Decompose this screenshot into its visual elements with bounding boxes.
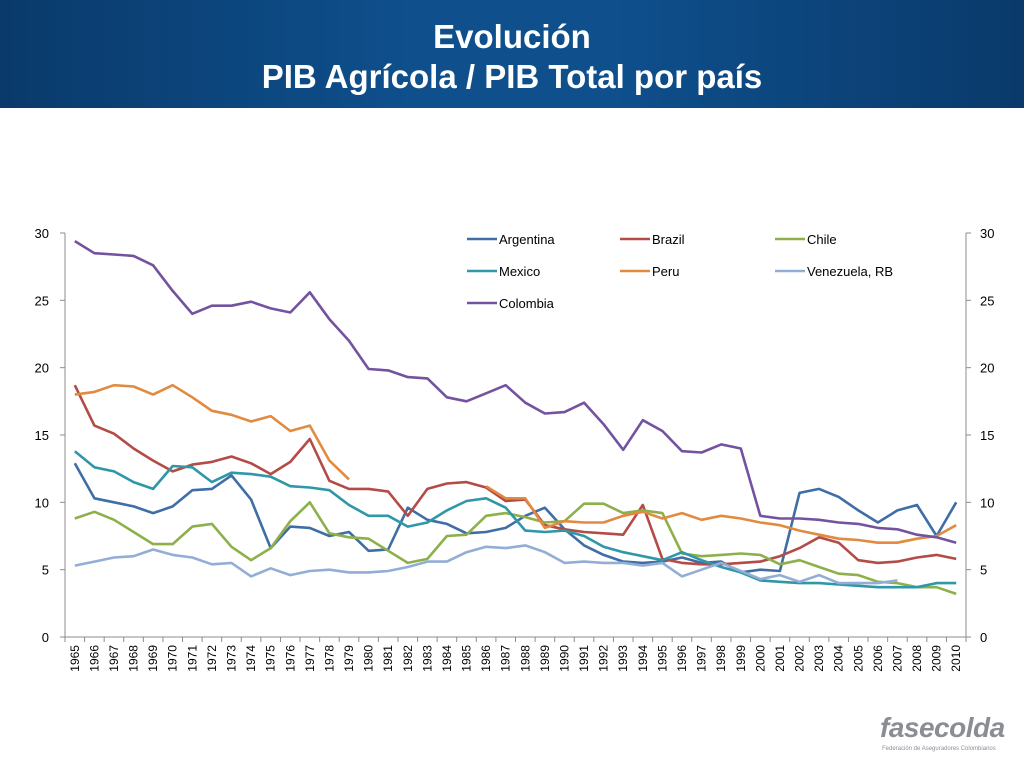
x-tick-label: 1976 bbox=[283, 645, 297, 672]
x-tick-label: 1983 bbox=[420, 645, 434, 672]
y-tick-label-right: 0 bbox=[980, 630, 987, 645]
x-tick-label: 1996 bbox=[675, 645, 689, 672]
logo-wordmark: fasecolda bbox=[880, 712, 1005, 743]
x-tick-label: 2004 bbox=[832, 645, 846, 672]
x-tick-label: 1992 bbox=[597, 645, 611, 672]
x-tick-label: 2007 bbox=[890, 645, 904, 672]
y-tick-label-left: 10 bbox=[35, 495, 49, 510]
x-tick-label: 1973 bbox=[224, 645, 238, 672]
x-tick-label: 1994 bbox=[636, 645, 650, 672]
y-tick-label-left: 0 bbox=[42, 630, 49, 645]
x-tick-label: 1972 bbox=[205, 645, 219, 672]
x-tick-label: 1974 bbox=[244, 645, 258, 672]
x-tick-label: 1990 bbox=[557, 645, 571, 672]
y-tick-label-right: 15 bbox=[980, 428, 994, 443]
x-tick-label: 1980 bbox=[362, 645, 376, 672]
series-line-colombia bbox=[74, 239, 957, 544]
x-tick-label: 1985 bbox=[460, 645, 474, 672]
x-tick-label: 1999 bbox=[734, 645, 748, 672]
slide-title: Evolución bbox=[433, 18, 591, 55]
x-tick-label: 1978 bbox=[322, 645, 336, 672]
x-tick-label: 1970 bbox=[166, 645, 180, 672]
x-tick-label: 2003 bbox=[812, 645, 826, 672]
legend-label: Venezuela, RB bbox=[807, 264, 893, 279]
x-tick-label: 1989 bbox=[538, 645, 552, 672]
x-tick-label: 1998 bbox=[714, 645, 728, 672]
y-tick-label-right: 20 bbox=[980, 361, 994, 376]
slide-subtitle: PIB Agrícola / PIB Total por país bbox=[261, 58, 763, 95]
y-tick-label-right: 25 bbox=[980, 293, 994, 308]
series-line-chile bbox=[74, 501, 957, 596]
x-tick-label: 1991 bbox=[577, 645, 591, 672]
x-tick-label: 1997 bbox=[695, 645, 709, 672]
legend-label: Argentina bbox=[499, 232, 555, 247]
y-tick-label-left: 20 bbox=[35, 361, 49, 376]
x-tick-label: 1987 bbox=[499, 645, 513, 672]
x-tick-label: 1975 bbox=[264, 645, 278, 672]
x-tick-label: 1969 bbox=[146, 645, 160, 672]
legend-label: Chile bbox=[807, 232, 837, 247]
x-tick-label: 1966 bbox=[87, 645, 101, 672]
legend-label: Colombia bbox=[499, 296, 555, 311]
legend-label: Peru bbox=[652, 264, 679, 279]
y-tick-label-left: 25 bbox=[35, 293, 49, 308]
x-tick-label: 1981 bbox=[381, 645, 395, 672]
y-tick-label-left: 5 bbox=[42, 563, 49, 578]
fasecolda-logo: fasecolda Federación de Aseguradores Col… bbox=[880, 712, 1020, 762]
x-tick-label: 1965 bbox=[68, 645, 82, 672]
series-line-venezuela-rb bbox=[74, 544, 898, 585]
y-tick-label-left: 15 bbox=[35, 428, 49, 443]
x-tick-label: 2010 bbox=[949, 645, 963, 672]
series-line-mexico bbox=[73, 450, 957, 589]
x-tick-label: 1967 bbox=[107, 645, 121, 672]
x-tick-label: 2005 bbox=[851, 645, 865, 672]
series-line-peru bbox=[74, 383, 957, 544]
x-tick-label: 1988 bbox=[518, 645, 532, 672]
legend-label: Mexico bbox=[499, 264, 540, 279]
x-tick-label: 1995 bbox=[655, 645, 669, 672]
x-tick-label: 1984 bbox=[440, 645, 454, 672]
series-line-brazil bbox=[73, 384, 957, 566]
x-tick-label: 2000 bbox=[753, 645, 767, 672]
x-tick-label: 1977 bbox=[303, 645, 317, 672]
series-line-argentina bbox=[73, 462, 958, 574]
x-tick-label: 1982 bbox=[401, 645, 415, 672]
title-banner: Evolución PIB Agrícola / PIB Total por p… bbox=[0, 0, 1024, 108]
x-tick-label: 1986 bbox=[479, 645, 493, 672]
x-tick-label: 1971 bbox=[185, 645, 199, 672]
y-tick-label-right: 5 bbox=[980, 563, 987, 578]
x-tick-label: 2009 bbox=[930, 645, 944, 672]
y-tick-label-left: 30 bbox=[35, 226, 49, 241]
y-tick-label-right: 10 bbox=[980, 495, 994, 510]
x-tick-label: 2001 bbox=[773, 645, 787, 672]
x-tick-label: 1979 bbox=[342, 645, 356, 672]
logo-tagline: Federación de Aseguradores Colombianos bbox=[882, 746, 996, 752]
x-tick-label: 2008 bbox=[910, 645, 924, 672]
x-tick-label: 1993 bbox=[616, 645, 630, 672]
y-tick-label-right: 30 bbox=[980, 226, 994, 241]
x-tick-label: 1968 bbox=[127, 645, 141, 672]
x-tick-label: 2006 bbox=[871, 645, 885, 672]
x-tick-label: 2002 bbox=[793, 645, 807, 672]
legend-label: Brazil bbox=[652, 232, 685, 247]
